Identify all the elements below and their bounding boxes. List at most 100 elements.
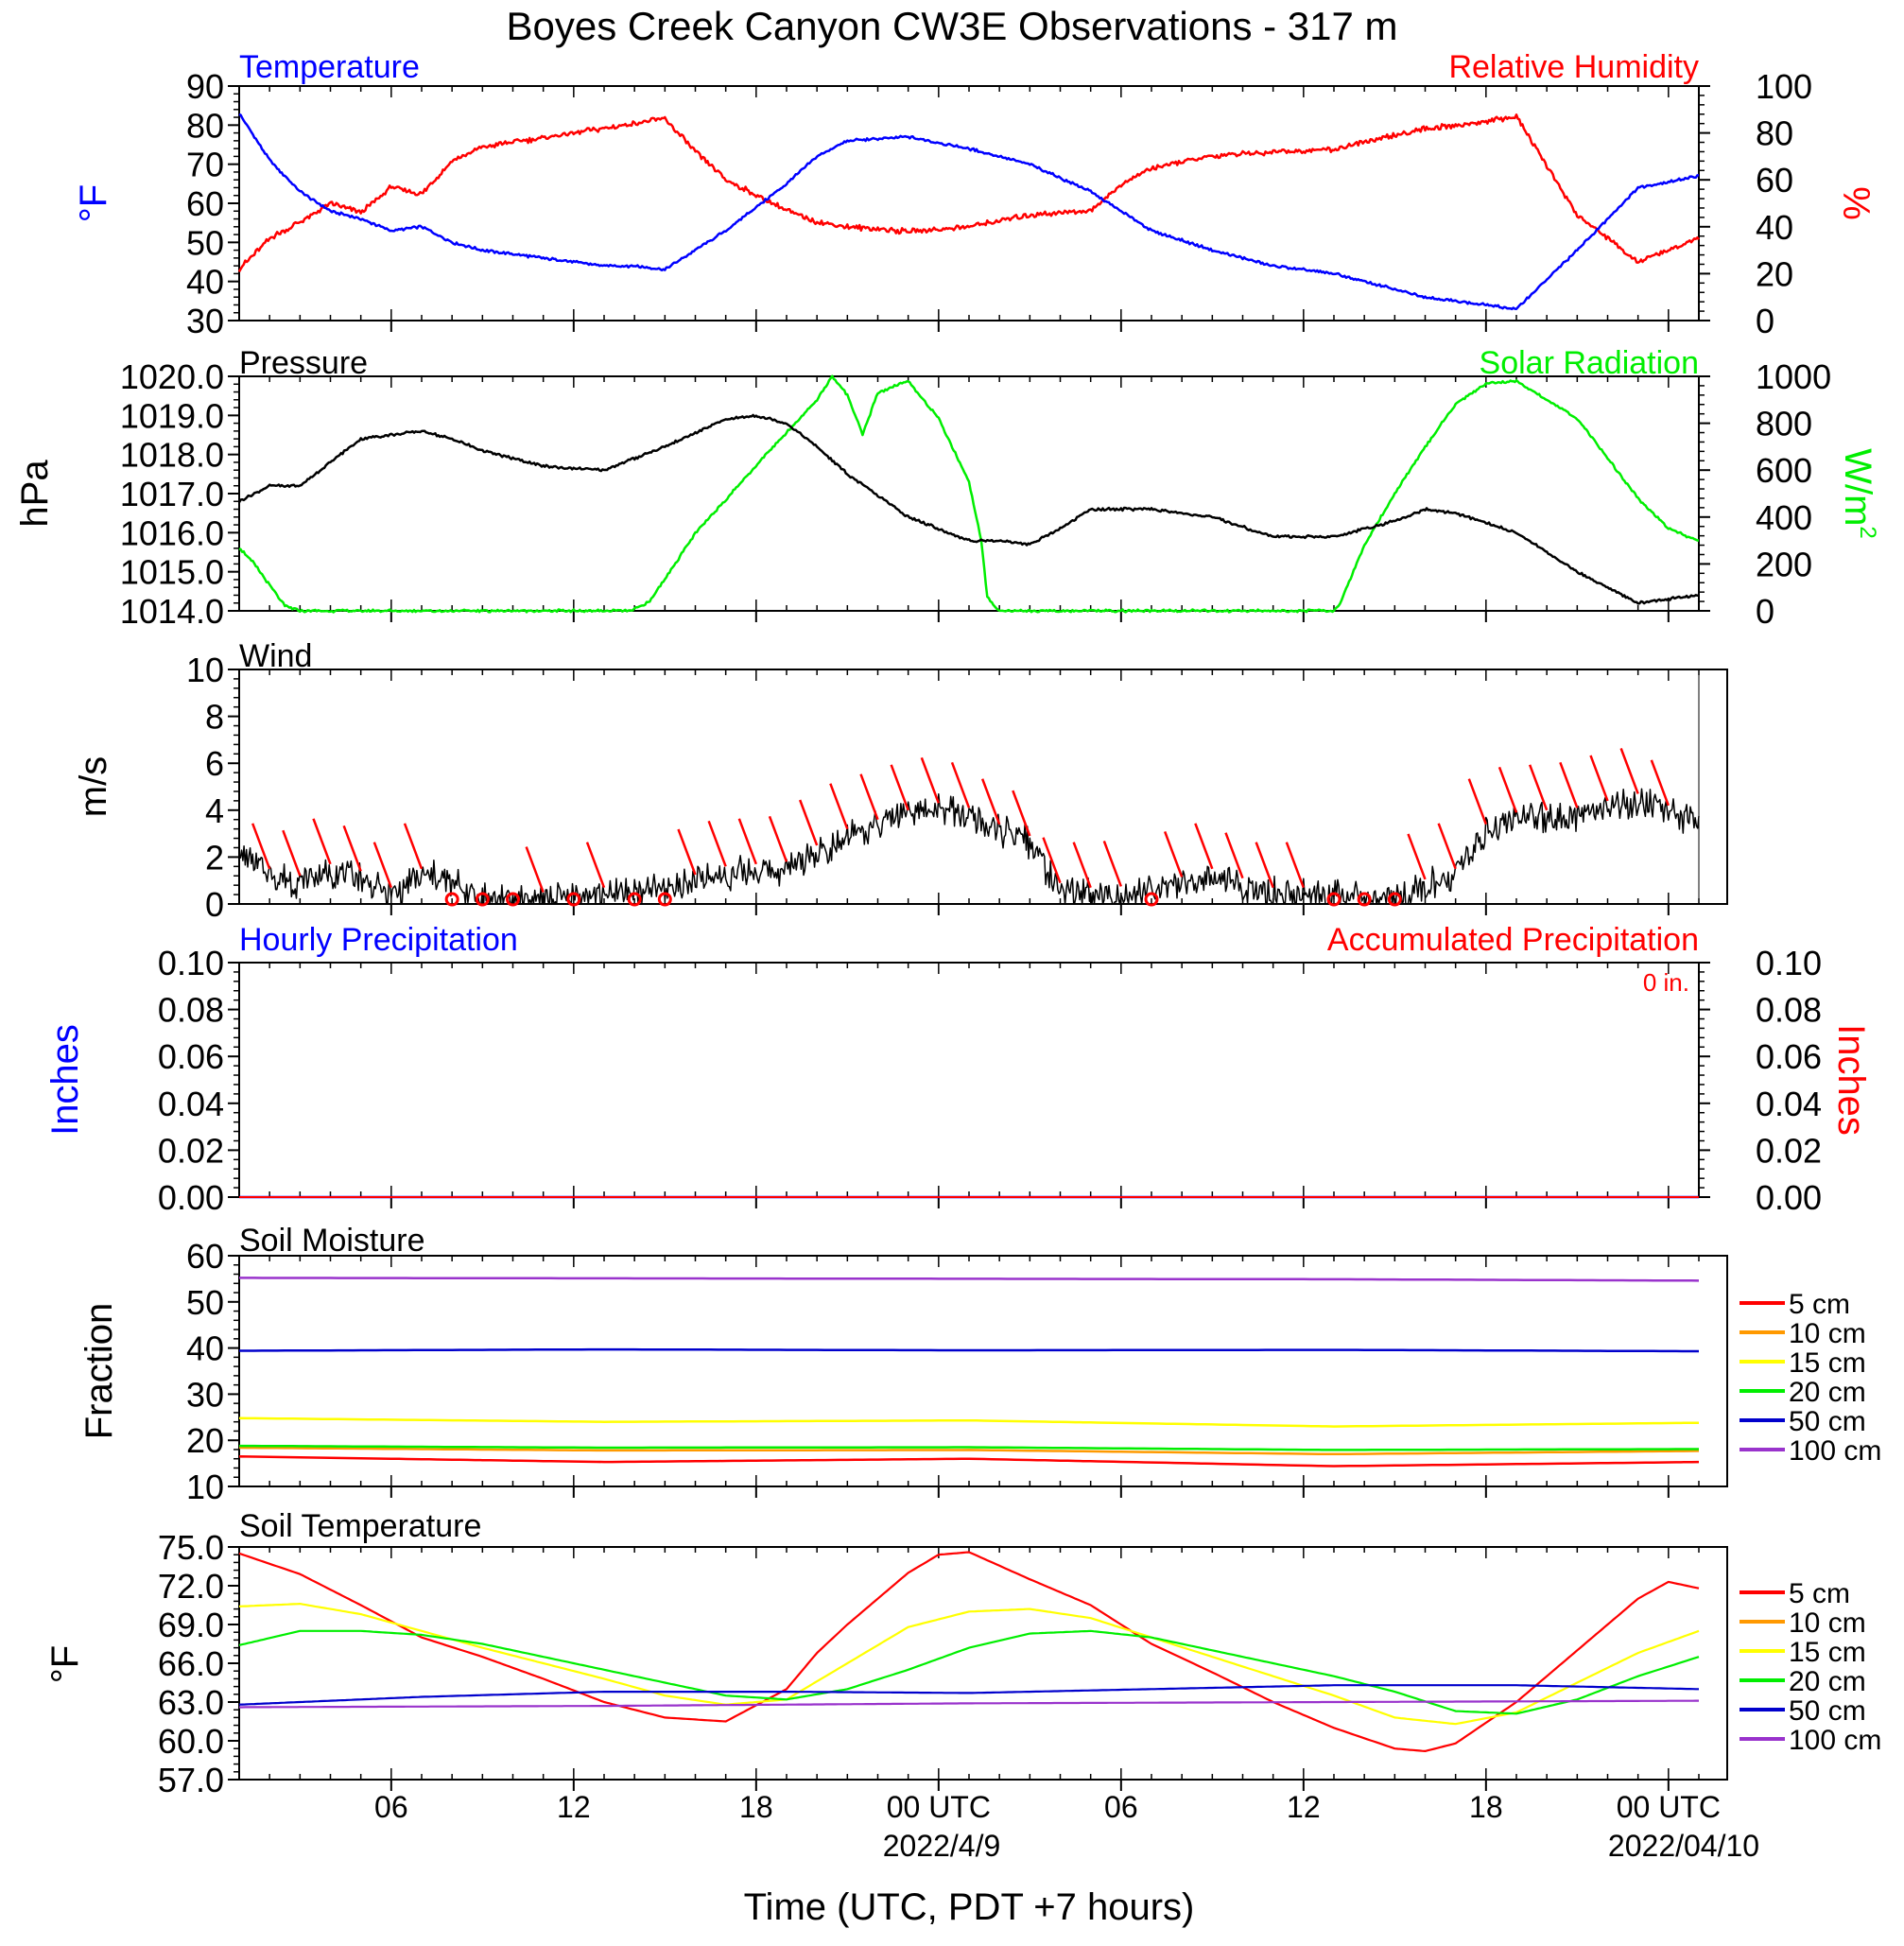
y-tick-label: 8 [205,698,224,737]
y-tick-label: 80 [186,106,224,145]
panel-left-title: Soil Temperature [239,1508,481,1544]
y-tick-label: 50 [186,1283,224,1322]
y-tick-label: 1019.0 [120,396,224,435]
calm-wind-marker [566,892,581,907]
series-line-soil-moisture [239,1277,1700,1282]
panel-left-title: Soil Moisture [239,1223,425,1259]
y-tick-label: 4 [205,791,224,830]
y-tick-label: 70 [186,146,224,184]
wind-barb [1042,837,1062,884]
y-tick-label: 0 [1756,302,1774,340]
y-tick-label: 60 [186,184,224,223]
wind-barb [737,818,758,865]
series-line-soil-temperature [239,1699,1699,1709]
y-tick-label: 30 [186,1375,224,1414]
y-tick-label: 400 [1756,498,1812,537]
right-ticks: 0 200 400 600 800 1000 [1699,357,1831,631]
wind-barb [342,825,362,872]
calm-wind-marker [444,892,459,907]
y-tick-label: 600 [1756,451,1812,490]
wind-barb [585,842,606,889]
y-tick-label: 0.02 [1756,1131,1822,1170]
wind-barb [677,828,697,876]
y-tick-label: 63.0 [158,1683,224,1722]
series-line-relative-humidity [237,113,1700,272]
y-tick-label: 0.04 [1756,1085,1822,1123]
right-axis-unit: % [1835,186,1877,220]
wind-barb [1102,840,1123,887]
wind-barb [251,823,271,870]
legend-label: 5 cm [1789,1289,1850,1320]
date-label-1: 2022/4/9 [883,1829,1001,1863]
wind-barb [282,829,302,877]
legend-label: 50 cm [1789,1406,1866,1437]
y-tick-label: 0.08 [158,991,224,1030]
calm-wind-marker [657,892,672,907]
y-tick-label: 40 [186,263,224,302]
y-tick-label: 0 [205,885,224,924]
wind-barb [950,761,971,808]
legend-label: 10 cm [1789,1607,1866,1639]
calm-wind-marker [1357,892,1372,907]
x-tick-label: 18 [739,1790,773,1824]
panel-temperature-humidity: Temperature Relative Humidity °F % 30405… [73,49,1877,340]
y-tick-label: 69.0 [158,1606,224,1644]
legend-label: 100 cm [1789,1725,1881,1756]
wind-barb [1163,831,1184,877]
calm-wind-marker [1144,892,1159,907]
wind-barb [1437,823,1457,870]
series-line-soil-moisture [239,1347,1699,1353]
calm-wind-marker [506,892,520,907]
wind-barb [1194,823,1214,870]
legend-label: 5 cm [1789,1578,1850,1609]
y-tick-label: 0.06 [158,1037,224,1076]
wind-barbs [251,748,1670,907]
wind-barb [1407,833,1427,880]
left-ticks: 0.00 0.02 0.04 0.06 0.08 0.10 [158,944,239,1217]
wind-barb [1619,748,1639,794]
y-tick-label: 57.0 [158,1761,224,1799]
right-ticks: 0.00 0.02 0.04 0.06 0.08 0.10 [1699,944,1822,1217]
x-tick-label: 00 UTC [887,1790,991,1824]
x-tick-label: 06 [1104,1790,1138,1824]
panel-frame [238,669,1728,905]
y-tick-label: 0.10 [1756,944,1822,982]
x-axis-title: Time (UTC, PDT +7 hours) [744,1886,1195,1928]
right-axis-unit: Inches [1830,1024,1872,1136]
y-tick-label: 60.0 [158,1722,224,1761]
legend-label: 10 cm [1789,1318,1866,1349]
wind-barb [372,842,393,889]
right-ticks: 0 20 40 60 80 100 [1699,67,1812,340]
legend-label: 15 cm [1789,1637,1866,1668]
calm-wind-marker [1387,892,1402,907]
left-axis-unit: °F [73,184,114,222]
y-tick-label: 10 [186,651,224,689]
precip-total-label: 0 in. [1643,968,1689,997]
x-axis-ticks: 06 12 18 00 UTC 06 12 18 00 UTC [374,1790,1721,1824]
y-tick-label: 40 [186,1329,224,1368]
panel-frame [238,85,1700,321]
y-tick-label: 1017.0 [120,475,224,513]
wind-barb [890,764,909,811]
x-tick-label: 18 [1469,1790,1503,1824]
y-tick-label: 0.04 [158,1085,224,1123]
panel-wind: Wind m/s 0 2 4 6 8 10 [73,638,1728,924]
y-tick-label: 30 [186,302,224,340]
legend-label: 50 cm [1789,1695,1866,1727]
series-lines [237,374,1700,622]
y-tick-label: 90 [186,67,224,106]
panel-right-title: Solar Radiation [1480,345,1699,381]
wind-barb [1528,764,1549,811]
wind-barb [525,846,545,894]
wind-barb [1285,842,1306,889]
y-tick-label: 66.0 [158,1644,224,1683]
panel-right-title: Relative Humidity [1448,49,1699,85]
wind-barb [768,815,788,862]
wind-barb [1559,761,1579,808]
x-tick-label: 12 [557,1790,591,1824]
panel-left-title: Wind [239,638,312,674]
y-tick-label: 75.0 [158,1528,224,1567]
